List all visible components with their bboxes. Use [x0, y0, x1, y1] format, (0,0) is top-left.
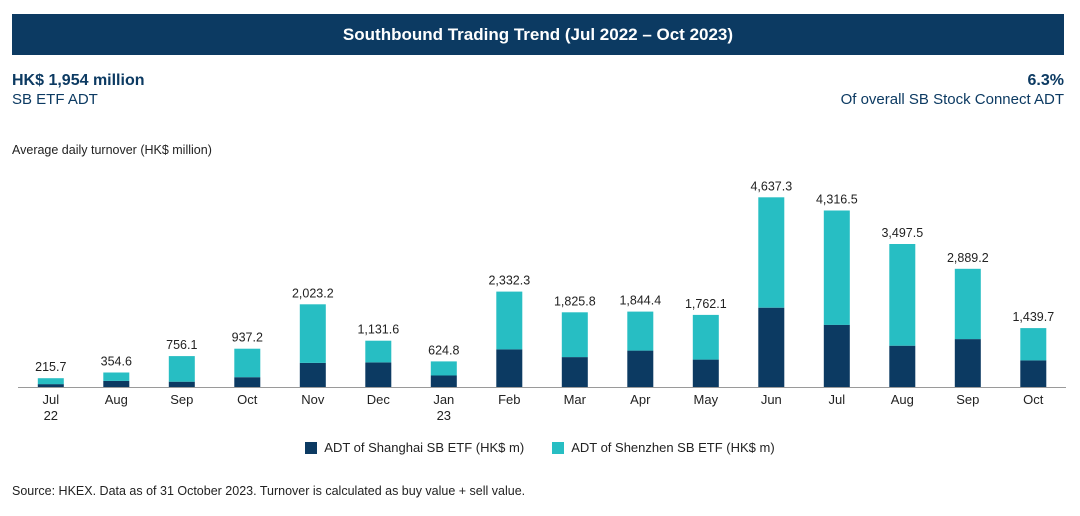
bar-shanghai-1: [103, 380, 130, 387]
total-label-3: 937.2: [232, 331, 263, 345]
x-tick-label-15: Oct: [1023, 392, 1044, 407]
x-tick-label-0: Jul: [42, 392, 59, 407]
x-tick-label-9: Apr: [630, 392, 651, 407]
bar-shanghai-11: [758, 307, 785, 387]
bar-shanghai-5: [365, 362, 392, 387]
x-tick-label-4: Nov: [301, 392, 325, 407]
bar-shenzhen-2: [168, 356, 195, 382]
x-tick-label-7: Feb: [498, 392, 520, 407]
bar-shenzhen-12: [823, 210, 850, 325]
total-label-1: 354.6: [101, 355, 132, 369]
kpi-etf-adt-value: HK$ 1,954 million: [12, 72, 145, 89]
x-tick-label-14: Sep: [956, 392, 979, 407]
total-label-11: 4,637.3: [750, 179, 792, 193]
bar-shenzhen-5: [365, 340, 392, 363]
kpi-share-value: 6.3%: [1027, 72, 1064, 89]
bar-shenzhen-10: [692, 314, 719, 360]
x-tick-label-6: Jan: [433, 392, 454, 407]
bar-shenzhen-6: [430, 361, 457, 376]
legend-swatch-shanghai: [305, 441, 318, 454]
x-tick-label-12: Jul: [828, 392, 845, 407]
x-tick-label-0-line2: 22: [44, 408, 58, 423]
x-tick-label-11: Jun: [761, 392, 782, 407]
total-label-2: 756.1: [166, 338, 197, 352]
x-tick-label-5: Dec: [367, 392, 391, 407]
bar-shenzhen-9: [627, 311, 654, 351]
total-label-5: 1,131.6: [357, 323, 399, 337]
bar-shenzhen-13: [889, 244, 916, 346]
bar-shenzhen-11: [758, 197, 785, 308]
bar-shanghai-14: [954, 339, 981, 387]
bar-shenzhen-7: [496, 291, 523, 350]
x-tick-label-1: Aug: [105, 392, 128, 407]
y-axis-label: Average daily turnover (HK$ million): [12, 143, 212, 157]
x-tick-label-10: May: [694, 392, 719, 407]
total-label-13: 3,497.5: [881, 226, 923, 240]
legend-label-shenzhen: ADT of Shenzhen SB ETF (HK$ m): [571, 440, 775, 455]
bar-shanghai-15: [1020, 360, 1047, 387]
bar-shenzhen-15: [1020, 328, 1047, 361]
legend-swatch-shenzhen: [552, 441, 565, 454]
total-label-15: 1,439.7: [1012, 310, 1054, 324]
bar-shanghai-13: [889, 345, 916, 387]
total-label-6: 624.8: [428, 343, 459, 357]
bar-shanghai-8: [561, 357, 588, 387]
legend-label-shanghai: ADT of Shanghai SB ETF (HK$ m): [324, 440, 525, 455]
kpi-share-of-sb: 6.3% Of overall SB Stock Connect ADT: [841, 72, 1064, 110]
legend-item-shenzhen: ADT of Shenzhen SB ETF (HK$ m): [552, 440, 775, 455]
chart-title: Southbound Trading Trend (Jul 2022 – Oct…: [342, 24, 734, 44]
total-label-7: 2,332.3: [488, 274, 530, 288]
total-label-9: 1,844.4: [619, 294, 661, 308]
x-tick-label-3: Oct: [237, 392, 258, 407]
bar-shanghai-2: [168, 381, 195, 387]
bar-shanghai-6: [430, 375, 457, 387]
x-tick-label-8: Mar: [564, 392, 587, 407]
bar-shanghai-12: [823, 324, 850, 387]
chart-title-banner: Southbound Trading Trend (Jul 2022 – Oct…: [12, 14, 1064, 55]
total-label-8: 1,825.8: [554, 294, 596, 308]
bar-shanghai-4: [299, 362, 326, 387]
x-tick-label-6-line2: 23: [437, 408, 451, 423]
x-tick-label-13: Aug: [891, 392, 914, 407]
total-label-4: 2,023.2: [292, 286, 334, 300]
kpi-share-label: Of overall SB Stock Connect ADT: [840, 91, 1064, 108]
bar-shenzhen-0: [37, 378, 64, 385]
x-tick-label-2: Sep: [170, 392, 193, 407]
bar-shanghai-9: [627, 350, 654, 387]
bar-shanghai-7: [496, 349, 523, 387]
total-label-14: 2,889.2: [947, 251, 989, 265]
bar-shenzhen-1: [103, 372, 130, 381]
bar-shanghai-10: [692, 359, 719, 387]
total-label-10: 1,762.1: [685, 297, 727, 311]
chart-legend: ADT of Shanghai SB ETF (HK$ m) ADT of Sh…: [0, 440, 1080, 455]
kpi-etf-adt: HK$ 1,954 million SB ETF ADT: [12, 72, 145, 110]
bar-shenzhen-8: [561, 312, 588, 358]
total-label-12: 4,316.5: [816, 193, 858, 207]
legend-item-shanghai: ADT of Shanghai SB ETF (HK$ m): [305, 440, 524, 455]
source-note: Source: HKEX. Data as of 31 October 2023…: [12, 484, 526, 498]
bar-shanghai-3: [234, 377, 261, 387]
bar-shenzhen-14: [954, 268, 981, 340]
total-label-0: 215.7: [35, 360, 66, 374]
bar-shanghai-0: [37, 384, 64, 387]
bar-shenzhen-3: [234, 348, 261, 378]
kpi-etf-adt-label: SB ETF ADT: [12, 91, 98, 108]
bar-shenzhen-4: [299, 304, 326, 363]
